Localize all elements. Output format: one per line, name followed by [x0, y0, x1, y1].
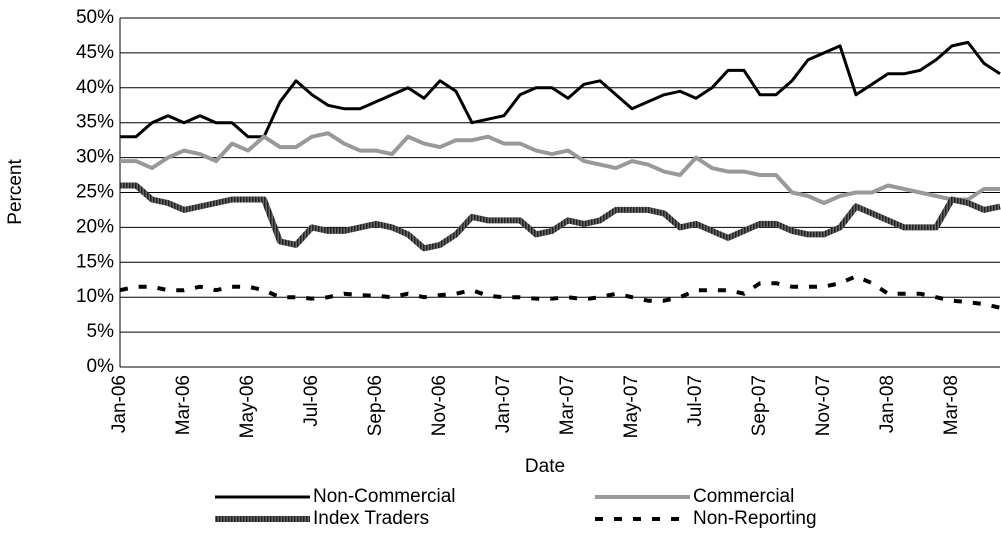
y-tick-label: 15%	[76, 251, 114, 272]
y-tick-label: 30%	[76, 147, 114, 168]
legend-label: Commercial	[693, 486, 794, 507]
x-tick-label: Jan-06	[109, 375, 130, 433]
legend-label: Non-Commercial	[313, 486, 456, 507]
y-tick-label: 35%	[76, 112, 114, 133]
legend-label: Non-Reporting	[693, 508, 817, 529]
x-tick-label: Mar-07	[557, 375, 578, 435]
x-tick-label: May-06	[237, 375, 258, 438]
series-line	[120, 182, 1001, 252]
y-axis-label: Percent	[5, 159, 26, 225]
series-line	[119, 274, 1001, 310]
y-tick-label: 20%	[76, 216, 114, 237]
x-tick-label: Jan-08	[877, 375, 898, 433]
legend-label: Index Traders	[313, 508, 429, 529]
x-tick-label: Jul-07	[685, 375, 706, 427]
x-axis-label: Date	[525, 456, 565, 477]
y-tick-label: 40%	[76, 77, 114, 98]
y-tick-label: 45%	[76, 42, 114, 63]
x-tick-label: Nov-07	[813, 375, 834, 436]
y-tick-label: 25%	[76, 182, 114, 203]
series-line	[120, 131, 1000, 205]
x-tick-label: Jul-06	[301, 375, 322, 427]
y-tick-label: 10%	[76, 286, 114, 307]
x-tick-label: Jan-07	[493, 375, 514, 433]
x-tick-label: Nov-06	[429, 375, 450, 436]
x-tick-label: Mar-06	[173, 375, 194, 435]
x-tick-label: Sep-07	[749, 375, 770, 436]
y-tick-label: 50%	[76, 7, 114, 28]
x-tick-label: May-07	[621, 375, 642, 438]
x-tick-label: Sep-06	[365, 375, 386, 436]
y-tick-label: 5%	[87, 321, 115, 342]
series-line	[120, 40, 1001, 139]
y-tick-label: 0%	[87, 356, 115, 377]
x-tick-label: Mar-08	[941, 375, 962, 435]
